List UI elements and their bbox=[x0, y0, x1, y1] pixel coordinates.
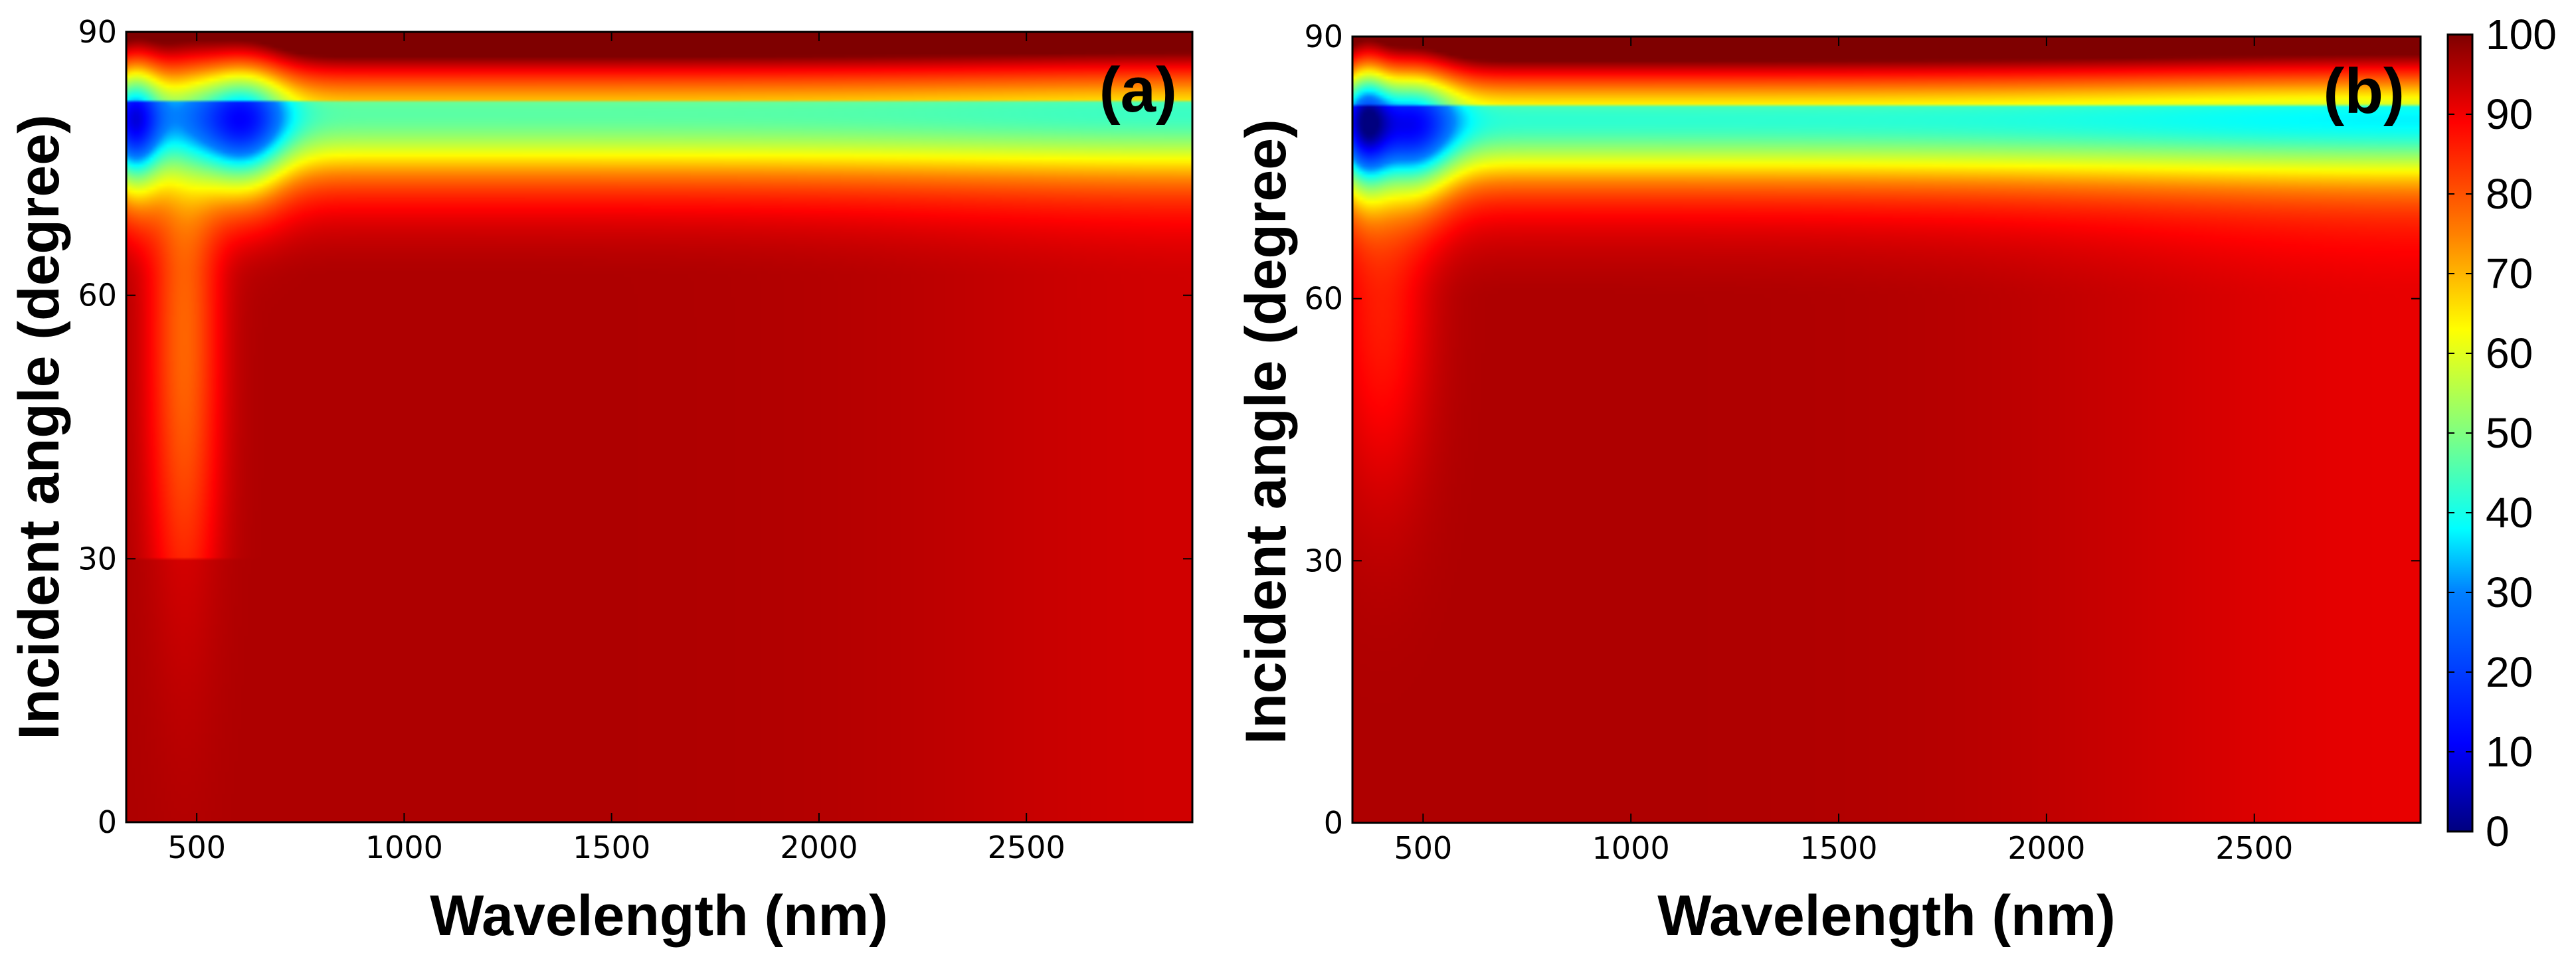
colorbar-tick-label: 40 bbox=[2486, 489, 2533, 537]
x-axis-title-b: Wavelength (nm) bbox=[1657, 884, 2116, 948]
y-tick-label: 30 bbox=[1304, 543, 1343, 578]
colorbar-tick-label: 80 bbox=[2486, 170, 2533, 218]
colorbar-tick-label: 60 bbox=[2486, 329, 2533, 377]
y-tick-label: 60 bbox=[78, 278, 117, 313]
plot-frame-b bbox=[1351, 35, 2422, 824]
heatmap-image-b bbox=[1352, 37, 2421, 823]
colorbar-tick-label: 100 bbox=[2486, 11, 2557, 58]
panel-label-a: (a) bbox=[1099, 54, 1177, 126]
heatmap-panel-a: 500 1000 1500 2000 2500 0 30 60 90 (a) Waveleng… bbox=[7, 14, 1194, 948]
x-ticks-b: 500 1000 1500 2000 2500 bbox=[1394, 37, 2293, 866]
x-tick-label: 2000 bbox=[780, 830, 858, 865]
y-tick-label: 0 bbox=[1324, 805, 1343, 841]
colorbar-tick-label: 50 bbox=[2486, 409, 2533, 457]
heatmap-image-a bbox=[126, 32, 1192, 822]
y-tick-label: 60 bbox=[1304, 281, 1343, 317]
y-axis-title-b: Incident angle (degree) bbox=[1234, 119, 1298, 744]
x-tick-label: 500 bbox=[167, 830, 226, 865]
x-ticks-a: 500 1000 1500 2000 2500 bbox=[167, 32, 1065, 865]
x-tick-label: 1000 bbox=[365, 830, 443, 865]
colorbar-tick-label: 90 bbox=[2486, 90, 2533, 138]
x-axis-title-a: Wavelength (nm) bbox=[430, 884, 888, 948]
x-tick-label: 2500 bbox=[988, 830, 1065, 865]
x-tick-label: 1000 bbox=[1592, 830, 1670, 866]
y-tick-label: 0 bbox=[98, 804, 117, 840]
colorbar-tick-label: 70 bbox=[2486, 250, 2533, 298]
x-tick-label: 1500 bbox=[1800, 830, 1878, 866]
y-ticks-a: 0 30 60 90 bbox=[78, 14, 1192, 840]
colorbar: 0 10 20 30 40 50 60 70 80 90 100 bbox=[2446, 11, 2557, 855]
x-tick-label: 2000 bbox=[2007, 830, 2085, 866]
colorbar-tick-label: 30 bbox=[2486, 568, 2533, 616]
colorbar-tick-label: 10 bbox=[2486, 728, 2533, 776]
heatmap-panel-b: 500 1000 1500 2000 2500 0 30 60 90 (b) Waveleng… bbox=[1234, 19, 2422, 948]
y-ticks-b: 0 30 60 90 bbox=[1304, 19, 2421, 841]
colorbar-tick-label: 20 bbox=[2486, 648, 2533, 696]
x-tick-label: 2500 bbox=[2215, 830, 2293, 866]
x-tick-label: 500 bbox=[1394, 830, 1452, 866]
y-tick-label: 90 bbox=[1304, 19, 1343, 54]
y-tick-label: 30 bbox=[78, 541, 117, 576]
panel-label-b: (b) bbox=[2323, 56, 2405, 127]
y-axis-title-a: Incident angle (degree) bbox=[7, 114, 71, 739]
colorbar-ticks: 0 10 20 30 40 50 60 70 80 90 100 bbox=[2448, 11, 2557, 855]
x-tick-label: 1500 bbox=[573, 830, 650, 865]
plot-frame-a bbox=[125, 31, 1194, 824]
colorbar-tick-label: 0 bbox=[2486, 808, 2510, 855]
y-tick-label: 90 bbox=[78, 14, 117, 50]
